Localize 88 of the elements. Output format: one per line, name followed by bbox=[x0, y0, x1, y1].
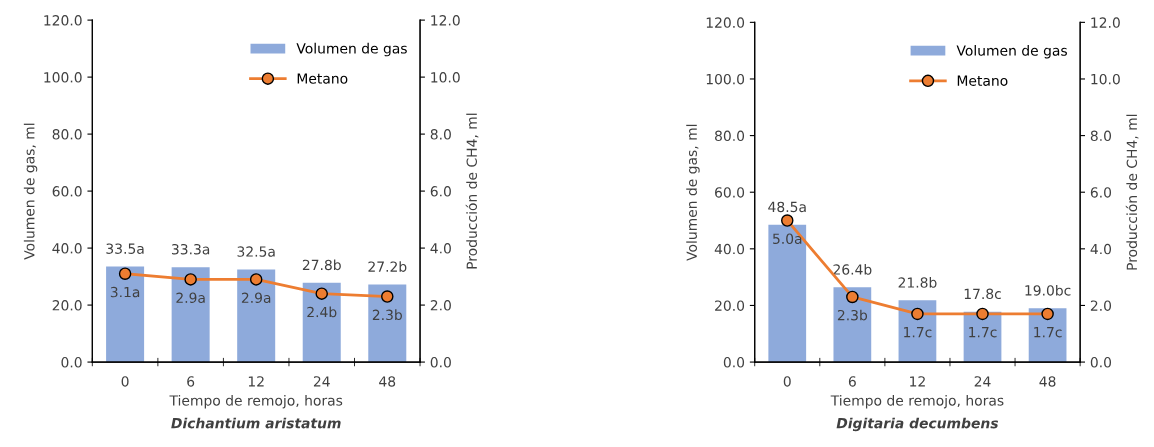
point bbox=[911, 307, 924, 321]
x-tick-label: 24 bbox=[313, 376, 330, 387]
y2-tick-label: 10.0 bbox=[1091, 73, 1120, 85]
x-tick-label: 48 bbox=[1039, 376, 1056, 387]
y2-tick-label: 2.0 bbox=[430, 300, 451, 311]
data-label: 2.9a bbox=[241, 292, 271, 304]
y-tick-label: 80.0 bbox=[52, 129, 82, 140]
data-label: 21.8b bbox=[898, 277, 937, 288]
point bbox=[781, 214, 794, 227]
y-tick-label: 20.0 bbox=[715, 300, 745, 311]
point bbox=[315, 287, 328, 300]
bar bbox=[833, 287, 872, 363]
point bbox=[976, 307, 989, 321]
y2-axis-title: Producción de CH4, ml bbox=[1125, 114, 1139, 270]
data-label: 2.9a bbox=[176, 292, 205, 304]
y2-tick-label: 8.0 bbox=[430, 129, 451, 140]
bar bbox=[171, 267, 210, 363]
y2-tick-label: 0.0 bbox=[430, 357, 451, 368]
y2-tick-label: 8.0 bbox=[1090, 130, 1112, 142]
text: Digitaria decumbens bbox=[836, 417, 999, 432]
y2-tick-label: 2.0 bbox=[1090, 300, 1112, 311]
data-label: 2.3b bbox=[372, 309, 402, 321]
point bbox=[381, 290, 394, 303]
y-tick-label: 40.0 bbox=[714, 243, 745, 255]
point bbox=[1041, 307, 1054, 321]
y2-tick-label: 12.0 bbox=[1091, 17, 1120, 28]
data-label: 19.0bc bbox=[1025, 284, 1071, 296]
data-label: 1.7c bbox=[969, 327, 997, 338]
y-axis-title: Volumen de gas, ml bbox=[686, 124, 700, 261]
point bbox=[184, 273, 197, 286]
data-label: 2.4b bbox=[307, 306, 337, 318]
point bbox=[846, 290, 859, 304]
x-tick-label: 0 bbox=[121, 376, 129, 387]
y-tick-label: 0.0 bbox=[723, 357, 745, 368]
y-tick-label: 40.0 bbox=[52, 243, 82, 254]
data-label: 27.2b bbox=[368, 261, 407, 272]
y-tick-label: 60.0 bbox=[715, 187, 745, 198]
y2-tick-label: 12.0 bbox=[431, 15, 460, 26]
data-label: 3.1a bbox=[110, 286, 140, 298]
y-tick-label: 120.0 bbox=[706, 17, 745, 28]
data-label: 26.4b bbox=[833, 263, 872, 275]
data-label: 1.7c bbox=[904, 327, 932, 338]
data-label: 17.8c bbox=[964, 288, 1001, 300]
bar bbox=[898, 300, 937, 363]
legend-label: Volumen de gas bbox=[956, 45, 1067, 59]
legend-label: Volumen de gas bbox=[296, 42, 407, 57]
y2-tick-label: 6.0 bbox=[1090, 187, 1112, 198]
y2-tick-label: 6.0 bbox=[430, 186, 451, 197]
x-tick-label: 48 bbox=[379, 376, 396, 387]
y-tick-label: 100.0 bbox=[44, 72, 82, 83]
data-label: 2.3b bbox=[837, 309, 868, 321]
legend-label: Metano bbox=[957, 75, 1008, 86]
y-tick-label: 100.0 bbox=[706, 73, 745, 85]
legend-label: Metano bbox=[297, 73, 348, 84]
bar bbox=[106, 266, 145, 363]
data-label: 32.5a bbox=[237, 246, 275, 257]
y-axis-title: Volumen de gas, ml bbox=[23, 123, 38, 260]
data-label: 33.5a bbox=[106, 243, 144, 254]
text: Dichantium aristatum bbox=[171, 417, 341, 429]
x-axis-title: Tiempo de remojo, horas bbox=[169, 394, 343, 409]
data-label: 1.7c bbox=[1034, 327, 1062, 338]
bar bbox=[302, 282, 341, 363]
point bbox=[249, 273, 263, 286]
y2-tick-label: 10.0 bbox=[431, 72, 460, 83]
bar bbox=[368, 284, 407, 363]
y-tick-label: 20.0 bbox=[52, 300, 82, 311]
x-axis-title: Tiempo de remojo, horas bbox=[830, 394, 1004, 409]
y-tick-label: 60.0 bbox=[52, 186, 82, 197]
x-tick-label: 12 bbox=[910, 376, 925, 387]
x-tick-label: 6 bbox=[848, 376, 856, 387]
data-label: 33.3a bbox=[171, 244, 210, 255]
bar bbox=[237, 269, 276, 363]
y-tick-label: 80.0 bbox=[715, 130, 745, 142]
data-label: 5.0a bbox=[773, 233, 802, 245]
x-tick-label: 12 bbox=[248, 376, 264, 387]
y2-tick-label: 4.0 bbox=[1090, 243, 1112, 255]
data-label: 48.5a bbox=[768, 201, 806, 213]
point bbox=[118, 267, 132, 280]
y-tick-label: 120.0 bbox=[44, 15, 82, 26]
y2-tick-label: 0.0 bbox=[1090, 357, 1112, 368]
bar bbox=[768, 224, 807, 363]
y2-axis-title: Producción de CH4, ml bbox=[465, 113, 479, 269]
y2-tick-label: 4.0 bbox=[430, 243, 451, 254]
data-label: 27.8b bbox=[302, 259, 341, 271]
x-tick-label: 24 bbox=[974, 376, 991, 387]
y-tick-label: 0.0 bbox=[61, 357, 82, 368]
x-tick-label: 0 bbox=[783, 376, 791, 387]
x-tick-label: 6 bbox=[187, 376, 195, 387]
